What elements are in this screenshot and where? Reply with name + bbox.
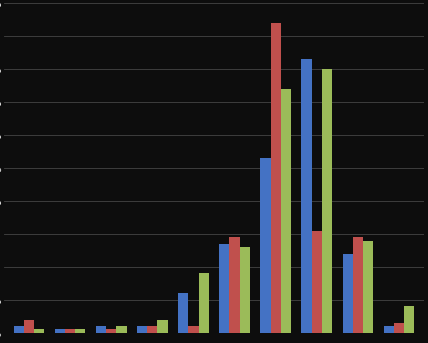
Bar xyxy=(394,323,404,333)
Bar xyxy=(65,329,75,333)
Bar xyxy=(24,320,34,333)
Bar xyxy=(116,326,127,333)
Bar xyxy=(270,23,281,333)
Bar xyxy=(312,230,322,333)
Bar xyxy=(178,293,188,333)
Bar xyxy=(219,244,229,333)
Bar xyxy=(188,326,199,333)
Bar xyxy=(106,329,116,333)
Bar xyxy=(137,326,147,333)
Bar xyxy=(353,237,363,333)
Bar xyxy=(75,329,86,333)
Bar xyxy=(240,247,250,333)
Bar xyxy=(158,320,168,333)
Bar xyxy=(322,69,332,333)
Bar xyxy=(96,326,106,333)
Bar xyxy=(342,254,353,333)
Bar xyxy=(260,158,270,333)
Bar xyxy=(281,89,291,333)
Bar xyxy=(363,240,373,333)
Bar xyxy=(199,273,209,333)
Bar xyxy=(301,59,312,333)
Bar xyxy=(404,306,414,333)
Bar xyxy=(147,326,158,333)
Bar xyxy=(34,329,45,333)
Bar xyxy=(229,237,240,333)
Bar xyxy=(14,326,24,333)
Bar xyxy=(55,329,65,333)
Bar xyxy=(383,326,394,333)
